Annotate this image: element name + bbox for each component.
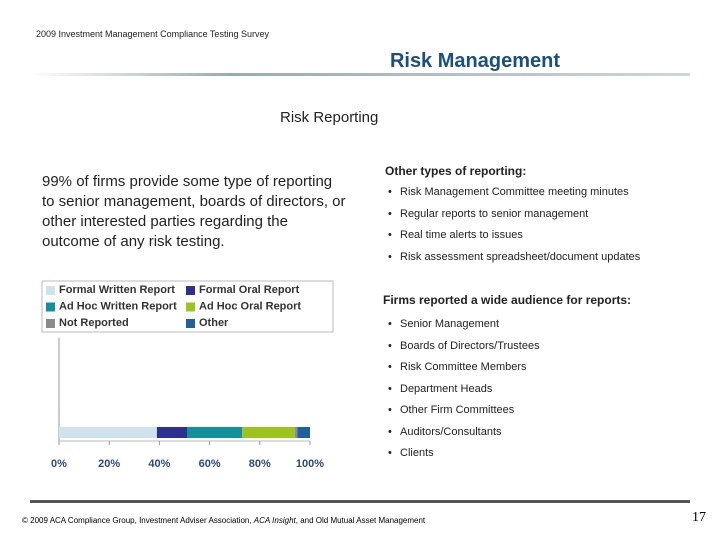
- survey-title: 2009 Investment Management Compliance Te…: [36, 29, 269, 39]
- bullet-item: Department Heads: [388, 383, 492, 395]
- bar-segment: [187, 427, 243, 438]
- x-tick-label: 100%: [296, 458, 324, 470]
- bar-segment: [242, 427, 295, 438]
- bullet-item: Other Firm Committees: [388, 404, 514, 416]
- bullet-item: Risk Committee Members: [388, 361, 526, 373]
- footer: © 2009 ACA Compliance Group, Investment …: [22, 516, 426, 525]
- legend-swatch: [46, 302, 55, 312]
- bullet-item: Senior Management: [388, 318, 499, 330]
- legend-label: Formal Written Report: [59, 284, 175, 296]
- bullet-item: Auditors/Consultants: [388, 426, 501, 438]
- subtitle: Risk Reporting: [280, 109, 379, 126]
- x-tick-label: 20%: [98, 458, 120, 470]
- legend-label: Ad Hoc Oral Report: [199, 300, 301, 312]
- legend-label: Not Reported: [59, 317, 129, 329]
- legend-swatch: [186, 319, 195, 328]
- x-tick-label: 40%: [148, 458, 170, 470]
- page-number: 17: [692, 510, 706, 525]
- legend-swatch: [186, 286, 195, 295]
- bullet-item: Boards of Directors/Trustees: [388, 340, 540, 352]
- legend-swatch: [46, 286, 55, 295]
- bar-segment: [59, 427, 157, 438]
- footer-rule: [30, 500, 690, 503]
- bullet-item: Regular reports to senior management: [388, 208, 588, 220]
- x-tick-label: 80%: [249, 458, 271, 470]
- other-heading: Other types of reporting:: [385, 164, 527, 178]
- legend-swatch: [46, 319, 55, 328]
- legend-label: Formal Oral Report: [199, 284, 300, 296]
- bullet-item: Clients: [388, 447, 433, 459]
- bullet-item: Real time alerts to issues: [388, 229, 523, 241]
- chart: Formal Written Report Formal Oral Report A…: [41, 280, 334, 470]
- legend-label: Other: [199, 317, 229, 329]
- bar-segment: [156, 427, 188, 438]
- x-tick-label: 60%: [199, 458, 221, 470]
- audience-heading: Firms reported a wide audience for repor…: [383, 293, 632, 307]
- slide-title: Risk Management: [389, 50, 560, 72]
- legend-label: Ad Hoc Written Report: [59, 300, 177, 312]
- legend-swatch: [186, 302, 195, 312]
- title-rule: [30, 73, 690, 76]
- bar-segment: [294, 427, 298, 438]
- bullet-item: Risk assessment spreadsheet/document upd…: [388, 251, 640, 263]
- summary: 99% of firms provide some type of report…: [42, 173, 346, 250]
- bullet-item: Risk Management Committee meeting minute…: [388, 186, 629, 198]
- x-tick-label: 0%: [51, 458, 67, 470]
- bar-segment: [297, 427, 310, 438]
